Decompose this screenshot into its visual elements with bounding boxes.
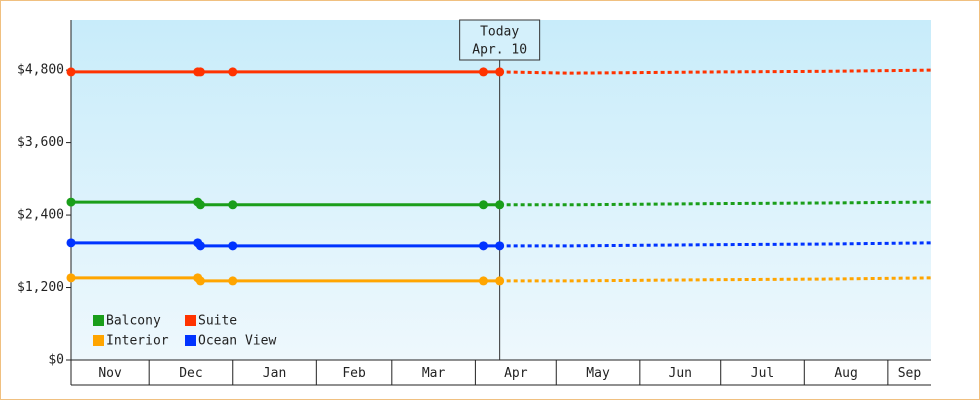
x-tick-label: Jun (669, 366, 692, 381)
point (195, 67, 205, 77)
forecast-line (499, 241, 932, 248)
y-tick-label: $2,400 (17, 208, 64, 223)
point (228, 241, 238, 251)
plot-area (71, 20, 931, 360)
legend-label: Suite (198, 314, 237, 329)
legend-swatch (185, 335, 196, 346)
x-tick-label: May (586, 366, 610, 381)
point (228, 200, 238, 210)
point (478, 200, 488, 210)
legend-label: Ocean View (198, 334, 276, 349)
y-tick-label: $3,600 (17, 135, 64, 150)
x-tick-label: Jul (751, 366, 774, 381)
point (195, 200, 205, 210)
point (495, 67, 505, 77)
legend-swatch (185, 315, 196, 326)
point (66, 273, 76, 283)
y-tick-label: $1,200 (17, 280, 64, 295)
today-date: Apr. 10 (472, 43, 527, 58)
point (66, 197, 76, 207)
x-tick-label: Feb (342, 366, 366, 381)
point (195, 276, 205, 286)
x-tick-label: Mar (422, 366, 446, 381)
x-tick-label: Apr (504, 366, 528, 381)
point (478, 241, 488, 251)
point (495, 241, 505, 251)
point (66, 238, 76, 248)
legend-swatch (93, 315, 104, 326)
x-tick-label: Sep (898, 366, 922, 381)
point (228, 67, 238, 77)
forecast-line (499, 68, 932, 75)
x-tick-label: Jan (263, 366, 286, 381)
point (478, 67, 488, 77)
y-tick-label: $0 (48, 353, 64, 368)
forecast-line (499, 200, 932, 207)
x-tick-label: Aug (834, 366, 857, 381)
y-tick-label: $4,800 (17, 63, 64, 78)
point (228, 276, 238, 286)
legend-swatch (93, 335, 104, 346)
today-box (459, 19, 541, 61)
forecast-line (499, 276, 932, 283)
point (495, 200, 505, 210)
legend-label: Balcony (106, 314, 161, 329)
point (495, 276, 505, 286)
legend-label: Interior (106, 334, 169, 349)
point (195, 241, 205, 251)
point (66, 67, 76, 77)
today-label: Today (480, 25, 519, 40)
x-tick-label: Dec (179, 366, 202, 381)
x-tick-label: Nov (98, 366, 122, 381)
point (478, 276, 488, 286)
